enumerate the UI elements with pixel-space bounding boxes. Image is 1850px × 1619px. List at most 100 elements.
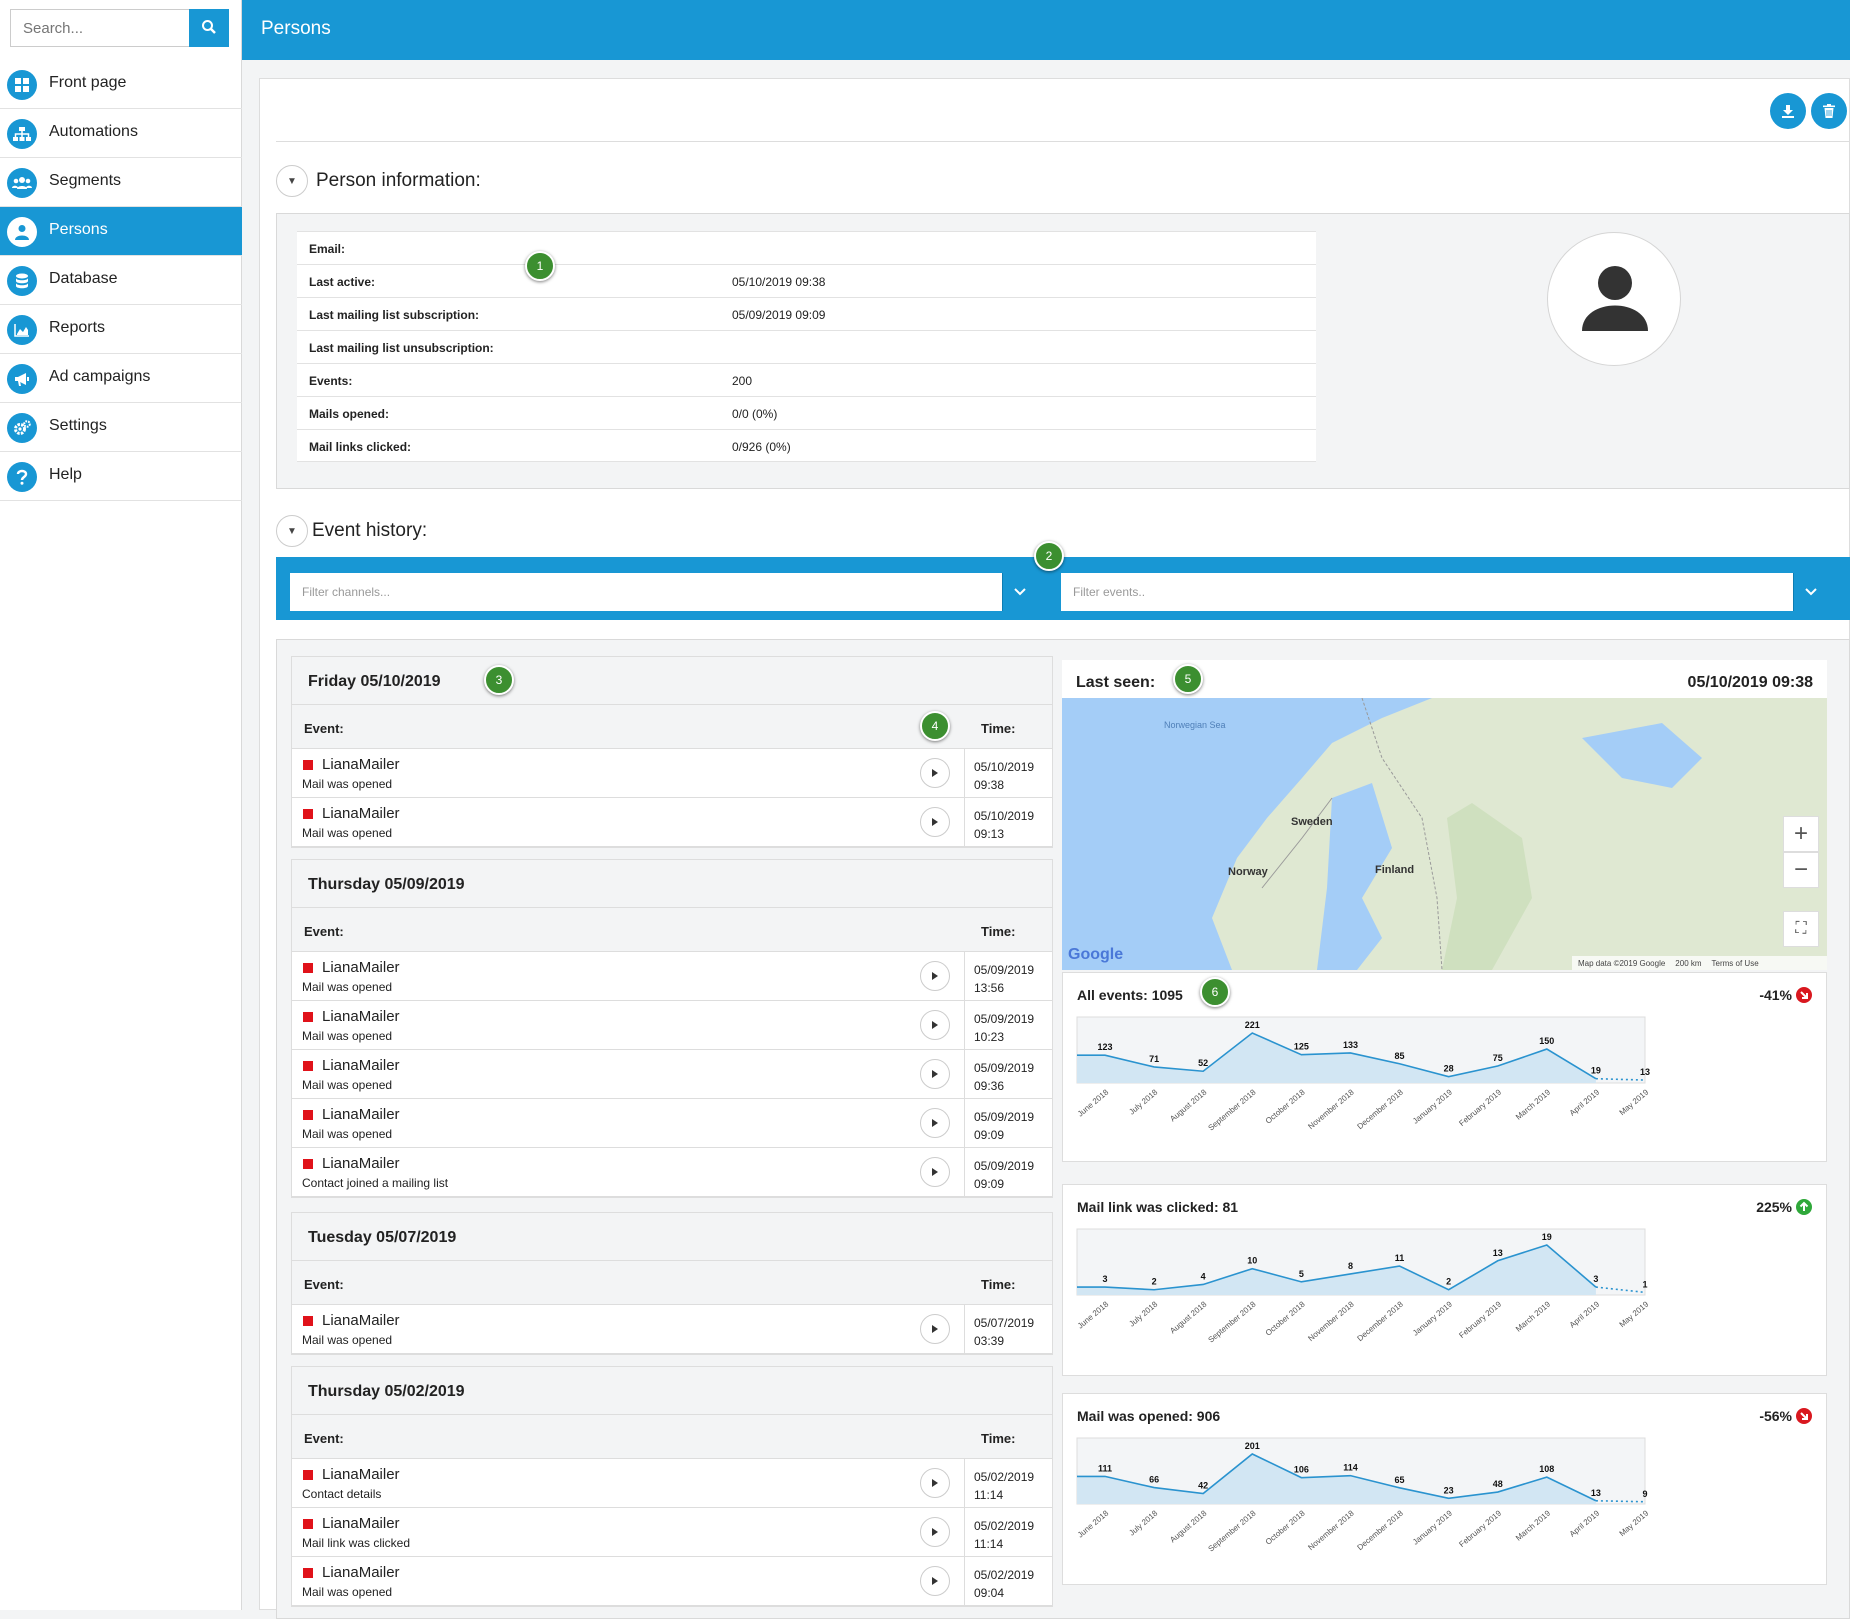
minus-icon: − — [1793, 856, 1808, 883]
info-row: Mail links clicked: 0/926 (0%) — [297, 429, 1316, 462]
event-row: LianaMailer Contact joined a mailing list… — [292, 1148, 1052, 1197]
nav-label: Front page — [49, 74, 127, 91]
zoom-in-button[interactable]: + — [1783, 816, 1819, 852]
nav-item-front-page[interactable]: Front page — [0, 60, 242, 109]
chevron-down-icon[interactable] — [1002, 573, 1036, 611]
divider — [964, 1459, 965, 1508]
info-row: Last mailing list unsubscription: — [297, 330, 1316, 363]
month-label: April 2019 — [1568, 1299, 1602, 1329]
expand-event-button[interactable] — [920, 1157, 950, 1187]
map-label: Norway — [1228, 866, 1268, 878]
event-history-panel: Friday 05/10/2019 Event: Time: LianaMaile… — [276, 639, 1850, 1619]
month-label: April 2019 — [1568, 1087, 1602, 1117]
month-label: February 2019 — [1457, 1299, 1503, 1340]
event-column-header: Event: — [304, 1431, 344, 1446]
expand-event-button[interactable] — [920, 1517, 950, 1547]
terms-link[interactable]: Terms of Use — [1711, 958, 1759, 968]
google-logo: Google — [1068, 946, 1124, 963]
expand-event-button[interactable] — [920, 1314, 950, 1344]
data-label: 2 — [1446, 1277, 1451, 1287]
month-label: May 2019 — [1618, 1087, 1651, 1117]
search-button[interactable] — [189, 9, 229, 47]
data-label: 65 — [1395, 1475, 1405, 1485]
nav-label: Persons — [49, 221, 108, 238]
download-button[interactable] — [1770, 93, 1806, 129]
month-label: March 2019 — [1514, 1087, 1553, 1121]
event-row: LianaMailer Mail was opened 05/09/2019 13:5… — [292, 952, 1052, 1001]
data-label: 108 — [1539, 1464, 1554, 1474]
month-label: March 2019 — [1514, 1299, 1553, 1333]
event-row: LianaMailer Contact details 05/02/2019 11:1… — [292, 1459, 1052, 1508]
expand-event-button[interactable] — [920, 1059, 950, 1089]
delete-button[interactable] — [1811, 93, 1847, 129]
day-date: Friday 05/10/2019 — [308, 673, 441, 690]
expand-event-button[interactable] — [920, 1468, 950, 1498]
event-clock: 09:04 — [974, 1586, 1005, 1600]
data-label: 19 — [1591, 1066, 1601, 1076]
play-icon — [932, 1119, 938, 1127]
info-value: 05/09/2019 09:09 — [732, 308, 826, 322]
chevron-down-icon[interactable] — [1793, 573, 1827, 611]
event-description: Contact details — [302, 1487, 382, 1501]
fullscreen-button[interactable]: ⛶ — [1783, 911, 1819, 947]
event-marker — [303, 963, 313, 973]
map-attribution: Map data ©2019 Google 200 km Terms of Us… — [1572, 956, 1827, 970]
expand-event-button[interactable] — [920, 1108, 950, 1138]
expand-event-button[interactable] — [920, 807, 950, 837]
zoom-out-button[interactable]: − — [1783, 852, 1819, 888]
nav-item-settings[interactable]: Settings — [0, 403, 242, 452]
event-row: LianaMailer Mail was opened 05/10/2019 09:3… — [292, 749, 1052, 798]
nav-label: Help — [49, 466, 82, 483]
data-label: 23 — [1444, 1485, 1454, 1495]
month-label: February 2019 — [1457, 1508, 1503, 1549]
person-info-toggle[interactable]: ▼ — [276, 165, 308, 197]
event-marker — [303, 809, 313, 819]
nav-item-persons[interactable]: Persons — [0, 207, 242, 256]
expand-event-button[interactable] — [920, 1010, 950, 1040]
play-icon — [932, 1070, 938, 1078]
expand-event-button[interactable] — [920, 961, 950, 991]
search-input[interactable] — [10, 9, 190, 47]
event-description: Mail was opened — [302, 1127, 393, 1141]
filter-events-select[interactable]: Filter events.. — [1061, 573, 1827, 611]
event-clock: 09:13 — [974, 827, 1005, 841]
data-label: 28 — [1444, 1064, 1454, 1074]
data-label: 9 — [1642, 1489, 1647, 1499]
info-label: Last mailing list subscription: — [309, 308, 480, 322]
day-date: Thursday 05/09/2019 — [308, 876, 465, 893]
fullscreen-icon: ⛶ — [1795, 920, 1807, 937]
filter-channels-select[interactable]: Filter channels... — [290, 573, 1036, 611]
plus-icon: + — [1793, 820, 1808, 847]
nav-item-segments[interactable]: Segments — [0, 158, 242, 207]
month-label: September 2018 — [1206, 1508, 1258, 1553]
nav-item-reports[interactable]: Reports — [0, 305, 242, 354]
avatar — [1547, 232, 1681, 366]
download-icon — [1782, 105, 1794, 118]
map-label: Sweden — [1291, 816, 1333, 828]
event-date: 05/09/2019 — [974, 1159, 1035, 1173]
data-label: 201 — [1245, 1441, 1260, 1451]
nav-item-automations[interactable]: Automations — [0, 109, 242, 158]
chart-title: All events: 1095 — [1077, 987, 1183, 1003]
expand-event-button[interactable] — [920, 758, 950, 788]
location-map[interactable]: Norwegian Sea Sweden Norway Finland + − … — [1062, 698, 1827, 970]
last-seen-value: 05/10/2019 09:38 — [1687, 674, 1813, 691]
event-row: LianaMailer Mail was opened 05/07/2019 03:3… — [292, 1305, 1052, 1354]
event-date: 05/09/2019 — [974, 963, 1035, 977]
nav-item-help[interactable]: Help — [0, 452, 242, 501]
grid-icon — [7, 70, 37, 100]
data-label: 2 — [1152, 1277, 1157, 1287]
nav-item-ad-campaigns[interactable]: Ad campaigns — [0, 354, 242, 403]
event-clock: 09:36 — [974, 1079, 1005, 1093]
event-history-toggle[interactable]: ▼ — [276, 515, 308, 547]
nav-label: Reports — [49, 319, 106, 336]
day-header: Thursday 05/09/2019 — [292, 860, 1052, 908]
step-badge: 5 — [1173, 664, 1203, 694]
divider — [964, 1305, 965, 1354]
caret-down-icon: ▼ — [287, 525, 297, 537]
play-icon — [932, 1577, 938, 1585]
nav-item-database[interactable]: Database — [0, 256, 242, 305]
event-row: LianaMailer Mail was opened 05/10/2019 09:1… — [292, 798, 1052, 847]
month-label: July 2018 — [1127, 1299, 1159, 1328]
expand-event-button[interactable] — [920, 1566, 950, 1596]
